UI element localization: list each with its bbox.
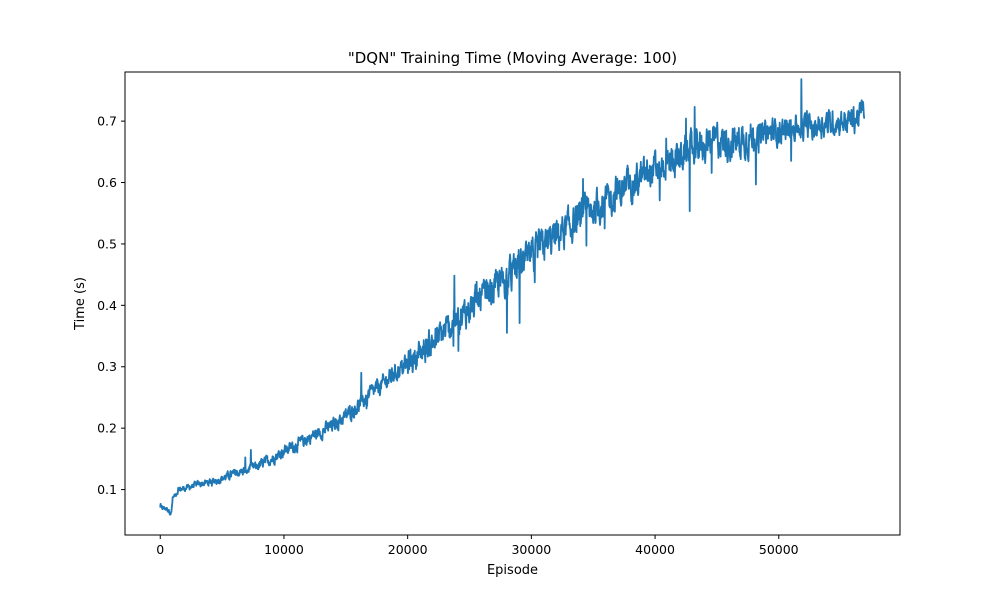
y-tick-label: 0.3 [97,359,117,374]
y-tick-label: 0.7 [97,114,117,129]
y-axis-label: Time (s) [73,277,88,331]
y-tick-label: 0.4 [97,298,117,313]
x-tick-label: 10000 [264,542,304,557]
y-tick-label: 0.2 [97,421,117,436]
x-tick-label: 20000 [388,542,428,557]
x-tick-label: 50000 [759,542,799,557]
axes-frame [124,71,901,536]
y-tick-label: 0.6 [97,175,117,190]
y-axis-ticks: 0.1 0.2 0.3 0.4 0.5 0.6 0.7 [97,114,125,497]
x-tick-label: 40000 [635,542,675,557]
y-tick-label: 0.5 [97,236,117,251]
series-line [159,78,866,516]
x-tick-label: 0 [156,542,164,557]
x-axis-ticks: 0 10000 20000 30000 40000 50000 [156,535,799,557]
y-tick-label: 0.1 [97,482,117,497]
x-tick-label: 30000 [511,542,551,557]
x-axis-label: Episode [487,563,538,578]
chart-title: "DQN" Training Time (Moving Average: 100… [348,49,677,67]
